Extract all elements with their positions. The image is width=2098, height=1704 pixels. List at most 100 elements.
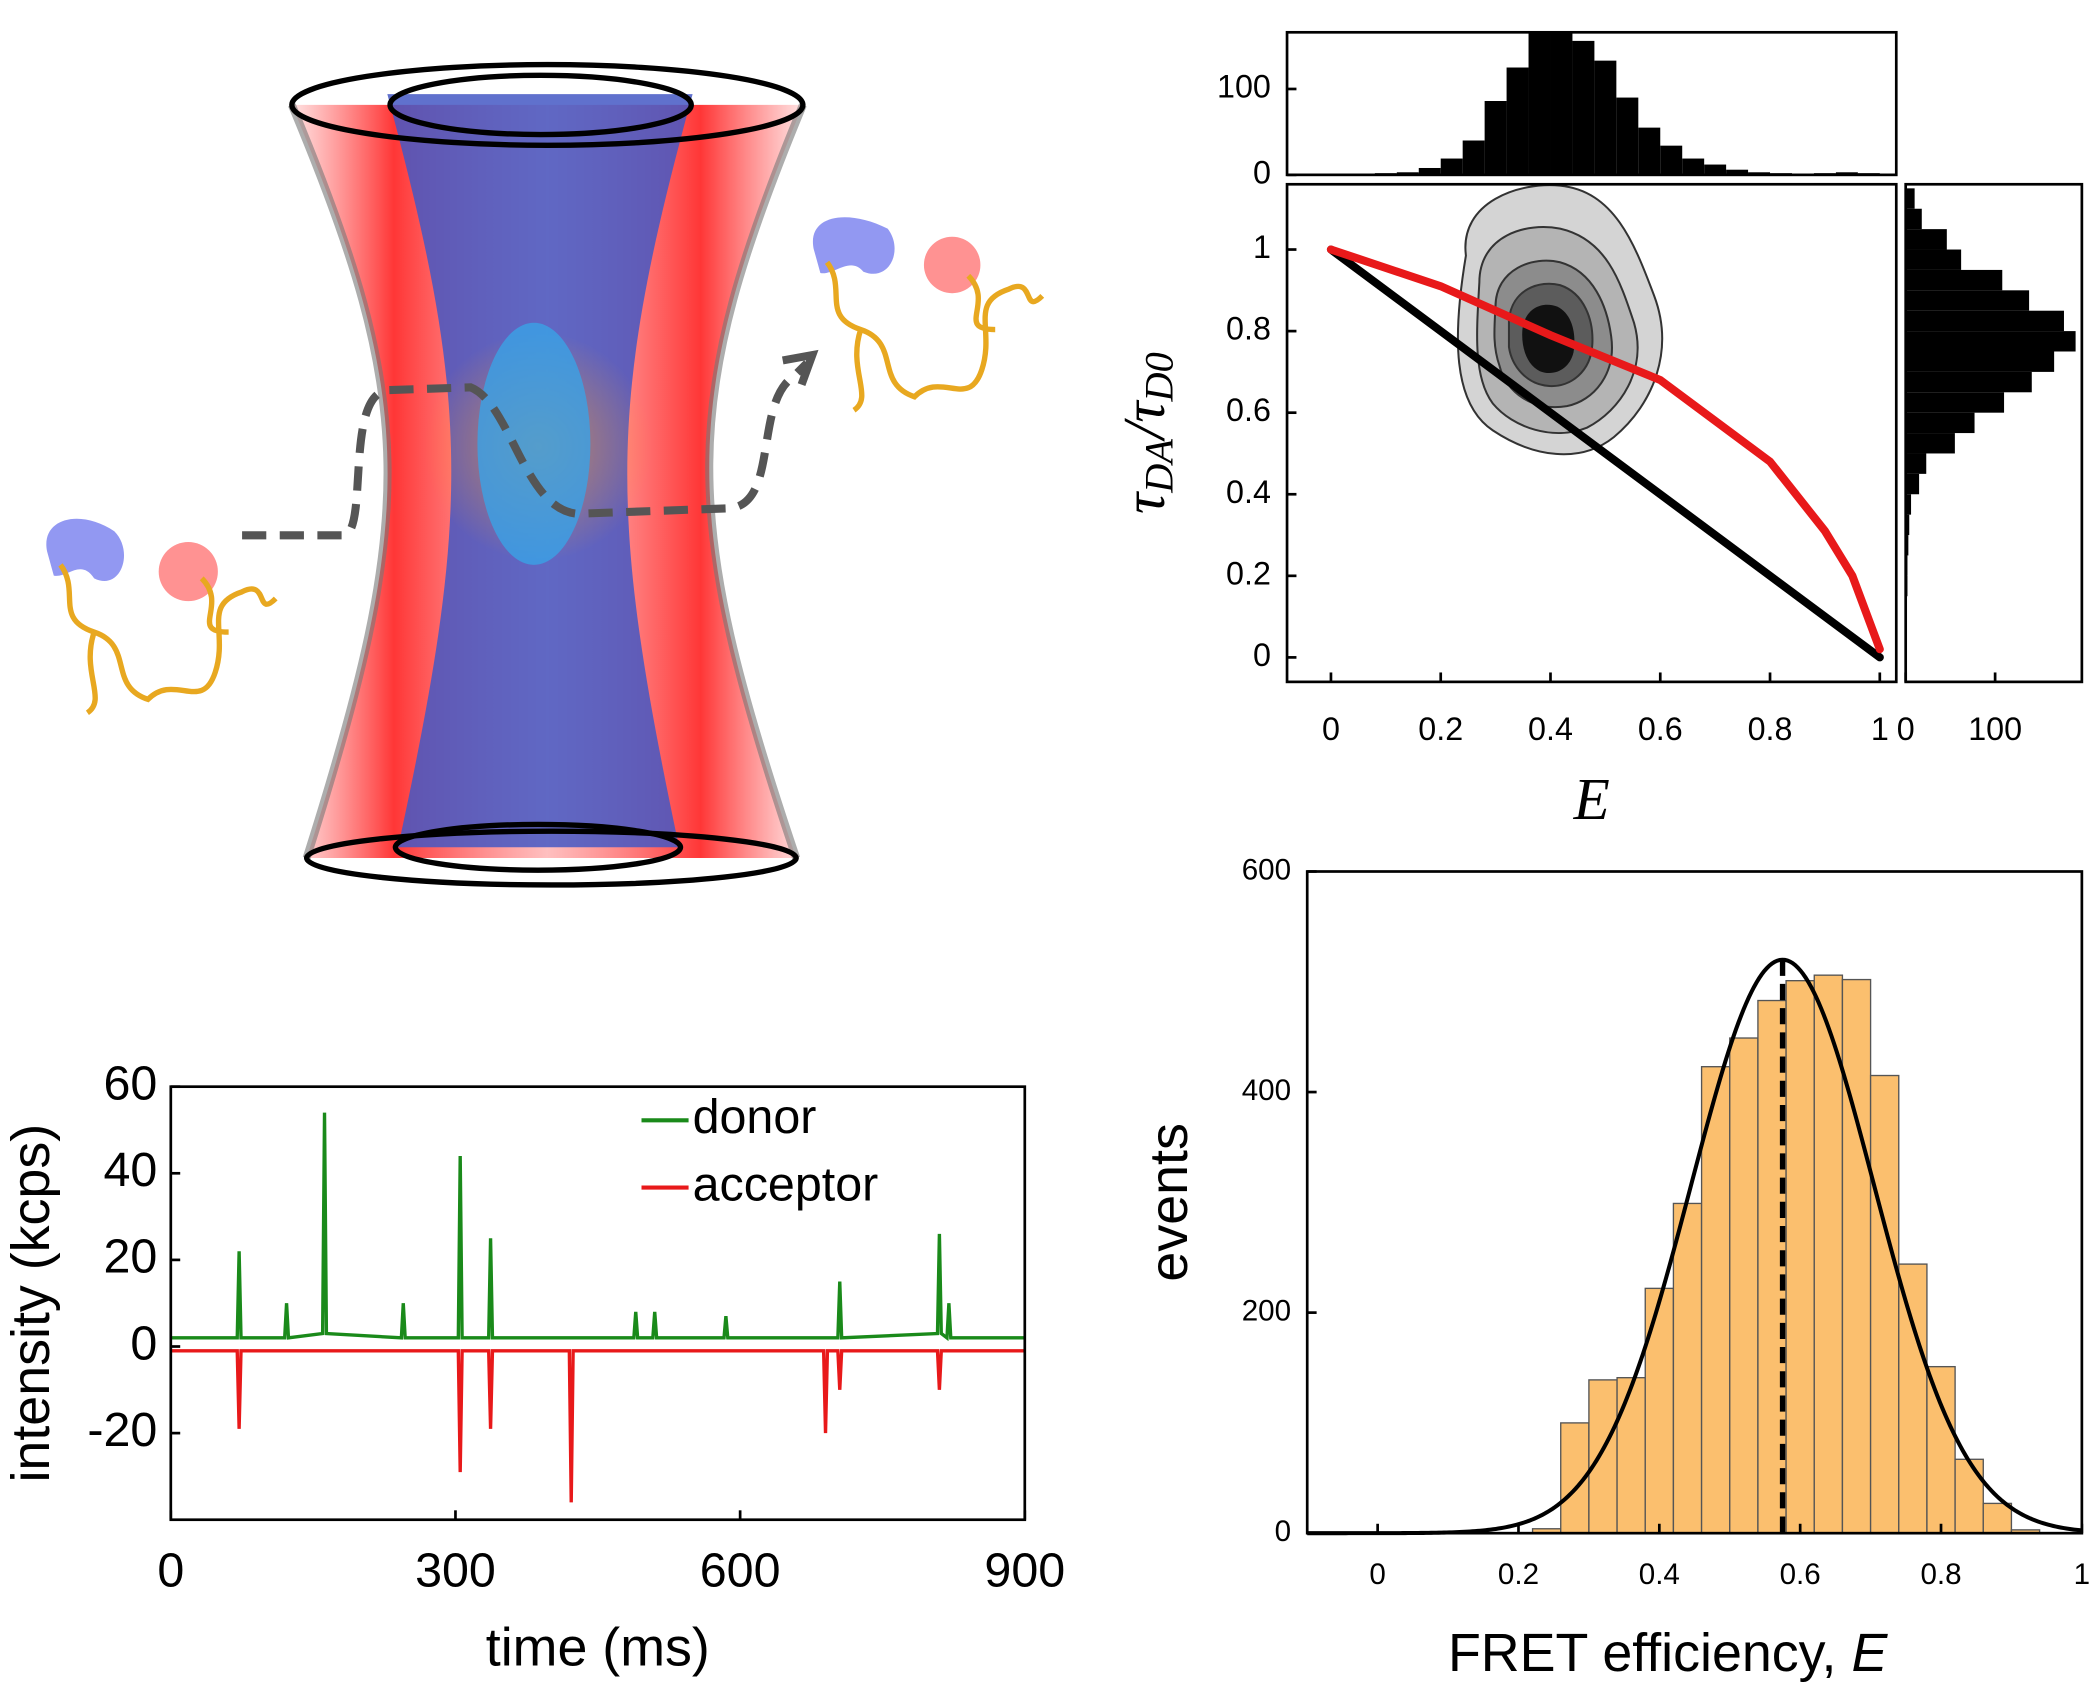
illustration [46,61,1045,888]
arrowhead [781,349,819,387]
x-tick-label: 0 [1897,711,1915,747]
focus [477,322,591,565]
x-tick-label: 1 [2074,1558,2090,1591]
histogram-bar [1905,208,1922,230]
histogram-bar [1506,67,1529,175]
histogram-bar [1905,269,2003,291]
x-tick-label: 1 [1871,711,1889,747]
x-tick-label: 0.2 [1498,1558,1539,1591]
histogram-bar [1785,980,1815,1534]
histogram-bar [1644,1287,1675,1534]
y-tick-label: 600 [1242,853,1291,886]
y-tick-label: 40 [104,1143,158,1197]
y-tick-label: 0 [1253,154,1271,190]
histogram-bar [1638,127,1661,175]
x-tick-label: 0.8 [1748,711,1793,747]
histogram-bar [1550,33,1573,175]
histogram-bar [1926,1365,1956,1534]
histogram-bar [1905,331,2076,352]
y-axis-label: events [1139,1123,1199,1281]
histogram-bar [1905,514,1910,536]
histogram-bar [1572,40,1595,175]
y-tick-label: 0.6 [1226,392,1271,428]
histogram-bar [1905,229,1947,250]
y-tick-label: 100 [1217,69,1271,105]
plot-frame [1305,870,2084,1535]
y-axis-label: intensity (kcps) [1,1124,61,1483]
x-tick-label: 100 [1968,711,2022,747]
histogram-bar [1660,145,1683,175]
data-line [170,1112,1025,1342]
histogram-bar [1869,1074,1900,1534]
histogram-bar [1905,351,2055,372]
histogram-bar [1672,1202,1703,1534]
ring [289,61,806,148]
histogram-bar [1905,371,2032,393]
y-tick-label: -20 [87,1403,157,1457]
x-tick-label: 0.2 [1418,711,1463,747]
y-axis-label-part: τ [1110,491,1176,514]
histogram-bar [1905,433,1955,454]
histogram-bar [1594,60,1617,175]
y-tick-label: 20 [104,1230,158,1284]
x-tick-label: 900 [984,1543,1065,1597]
x-tick-label: 0.4 [1639,1558,1680,1591]
molecule [46,518,278,716]
x-tick-label: 0 [157,1543,184,1597]
histogram-bar [1616,1377,1646,1534]
histogram-bar [1616,97,1639,175]
y-axis-label-part: /τ [1110,400,1176,442]
histogram-bar [1905,249,1962,270]
curve [1326,245,1884,662]
molecule [812,217,1045,413]
density-contours [1456,184,1663,456]
x-tick-label: 0.8 [1920,1558,1961,1591]
y-tick-label: 200 [1242,1294,1291,1327]
x-axis-label-part: E [1851,1623,1888,1683]
legend-label: donor [693,1090,817,1144]
histogram-bar [1726,169,1749,175]
ring [392,821,684,873]
histogram-bar [1905,453,1927,474]
x-axis-label-part: FRET efficiency, [1448,1623,1851,1683]
trajectory [242,360,810,540]
histogram-bar [1484,101,1507,175]
histogram-bar [1704,164,1727,175]
curve [1326,245,1884,654]
ring [387,72,694,138]
histogram-bar [1905,290,2030,311]
beam-edge [288,103,807,860]
histogram-bar [1905,310,2064,332]
x-tick-label: 0.4 [1528,711,1573,747]
y-tick-label: 400 [1242,1074,1291,1107]
histogram-bar [1841,978,1872,1534]
histogram-bar [1462,140,1485,175]
y-tick-label: 1 [1253,229,1271,265]
x-tick-label: 0.6 [1780,1558,1821,1591]
histogram-bar [1905,412,1975,434]
x-tick-label: 600 [700,1543,781,1597]
x-tick-label: 300 [415,1543,496,1597]
histogram-bar [1898,1263,1928,1534]
x-tick-label: 0 [1322,711,1340,747]
y-axis-label-part: D0 [1137,352,1182,402]
data-line [170,1349,1025,1503]
y-tick-label: 0.4 [1226,474,1271,510]
histogram-bar [1982,1502,2013,1534]
plot-frame [1285,182,1898,684]
histogram-bar [1905,494,1912,515]
plot-frame [1285,30,1898,177]
y-axis-label-part: DA [1137,439,1182,494]
histogram-bar [1418,167,1441,175]
x-axis-label: time (ms) [486,1618,710,1678]
y-tick-label: 0 [130,1316,157,1370]
y-tick-label: 0.2 [1226,555,1271,591]
x-axis-label: FRET efficiency, E [1448,1623,1889,1683]
histogram-bar [1954,1458,1984,1534]
plot-frame [169,1085,1027,1522]
histogram-bar [1588,1379,1618,1534]
legend-label: acceptor [693,1157,879,1211]
histogram-bar [1700,1066,1731,1534]
histogram-bar [1729,1037,1759,1534]
